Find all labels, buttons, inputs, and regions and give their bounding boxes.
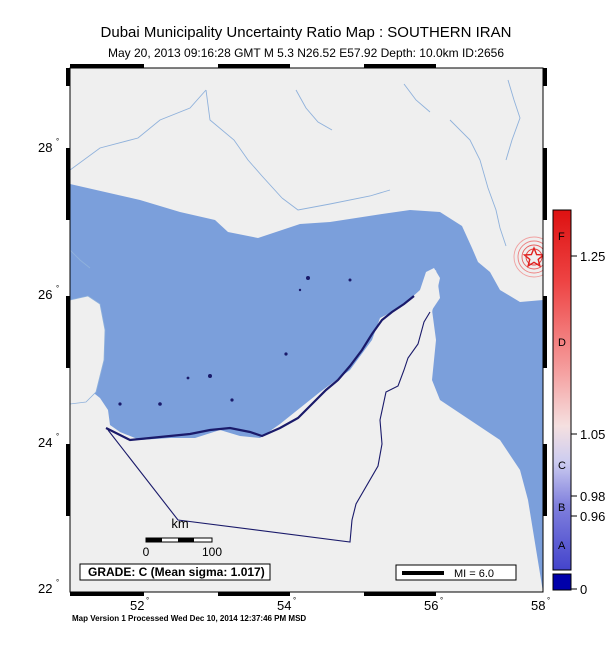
uae-coastline (105, 295, 415, 442)
epicenter-marker (513, 236, 543, 278)
colorbar-letter: D (558, 337, 566, 349)
peninsula-land (70, 295, 106, 405)
colorbar-value: 1.05 (580, 427, 605, 442)
scale-end: 100 (202, 545, 222, 559)
islands (118, 276, 352, 406)
musandam-land (420, 268, 440, 312)
lat-label: 28 (38, 140, 52, 155)
colorbar-value: 0.98 (580, 489, 605, 504)
lat-label: 26 (38, 287, 52, 302)
degree-mark: ° (56, 137, 59, 146)
mi-legend: MI = 6.0 (395, 564, 517, 581)
map-area: km 0 100 GRADE: C (Mean sigma: 1.017) MI… (70, 68, 543, 592)
uae-border (107, 311, 431, 543)
lat-label: 22 (38, 581, 52, 596)
grade-text: GRADE: C (Mean sigma: 1.017) (88, 565, 265, 579)
colorbar-value: 1.25 (580, 249, 605, 264)
lon-label: 52 (130, 598, 144, 613)
lat-label: 24 (38, 435, 52, 450)
colorbar-base (552, 573, 572, 591)
frame-ticks (66, 64, 547, 596)
degree-mark: ° (56, 578, 59, 587)
colorbar: F D C B A 1.25 1.05 0.98 0.96 0 (552, 209, 605, 597)
degree-mark: ° (56, 432, 59, 441)
grade-box: GRADE: C (Mean sigma: 1.017) (79, 563, 271, 581)
degree-mark: ° (146, 596, 149, 605)
colorbar-letter: A (558, 540, 566, 552)
map-footer: Map Version 1 Processed Wed Dec 10, 2014… (72, 614, 307, 623)
colorbar-letter: C (558, 460, 566, 472)
longitude-labels: 52 54 56 58 ° ° ° ° (130, 596, 550, 613)
colorbar-letter: F (558, 231, 565, 243)
scale-start: 0 (143, 545, 150, 559)
rivers (70, 79, 521, 269)
colorbar-value: 0 (580, 582, 587, 597)
colorbar-value: 0.96 (580, 509, 605, 524)
degree-mark: ° (440, 596, 443, 605)
degree-mark: ° (293, 596, 296, 605)
lon-label: 54 (277, 598, 291, 613)
epicenter-star-icon (522, 246, 543, 268)
degree-mark: ° (547, 596, 550, 605)
lon-label: 56 (424, 598, 438, 613)
map-title: Dubai Municipality Uncertainty Ratio Map… (100, 24, 512, 41)
scale-bar: km 0 100 (143, 516, 223, 559)
map-subtitle: May 20, 2013 09:16:28 GMT M 5.3 N26.52 E… (107, 46, 505, 60)
mi-legend-text: MI = 6.0 (454, 568, 494, 580)
scale-unit: km (171, 516, 188, 531)
lon-label: 58 (531, 598, 545, 613)
latitude-labels: 28 26 24 22 ° ° ° ° (38, 137, 59, 596)
colorbar-letter: B (558, 502, 565, 514)
persian-gulf (70, 184, 543, 592)
degree-mark: ° (56, 284, 59, 293)
